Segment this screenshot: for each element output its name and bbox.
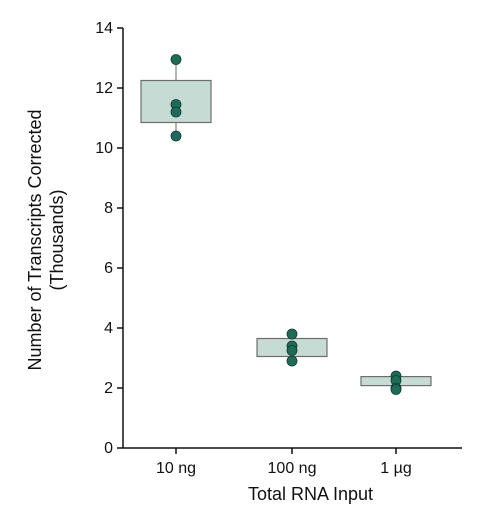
data-point <box>390 384 402 395</box>
y-tick-label: 2 <box>104 380 113 397</box>
y-tick-label: 10 <box>95 140 113 157</box>
data-points <box>170 54 402 395</box>
x-tick-label: 1 µg <box>380 460 411 477</box>
y-tick-label: 0 <box>104 440 113 457</box>
data-point <box>170 54 182 65</box>
x-axis: 10 ng 100 ng 1 µg <box>123 447 462 477</box>
data-point <box>286 355 298 367</box>
x-tick-label: 100 ng <box>268 460 317 477</box>
y-ticks: 0 2 4 6 8 10 12 14 <box>95 20 123 457</box>
y-axis-title-line-1: Number of Transcripts Corrected <box>25 109 45 370</box>
y-tick-label: 6 <box>104 260 113 277</box>
data-point <box>170 106 182 118</box>
data-point <box>286 328 298 340</box>
data-point <box>170 130 182 142</box>
x-ticks: 10 ng 100 ng 1 µg <box>156 448 412 477</box>
y-axis: 0 2 4 6 8 10 12 14 <box>95 20 124 457</box>
y-axis-title-line-2: (Thousands) <box>47 189 67 290</box>
boxes <box>140 59 432 390</box>
y-tick-label: 12 <box>95 80 113 97</box>
x-tick-label: 10 ng <box>156 460 196 477</box>
data-point <box>286 345 298 356</box>
x-axis-title: Total RNA Input <box>248 484 373 504</box>
y-tick-label: 8 <box>104 200 113 217</box>
y-tick-label: 14 <box>95 20 113 37</box>
y-tick-label: 4 <box>104 320 113 337</box>
box-1 <box>140 59 212 136</box>
y-axis-title: Number of Transcripts Corrected (Thousan… <box>25 109 67 370</box>
